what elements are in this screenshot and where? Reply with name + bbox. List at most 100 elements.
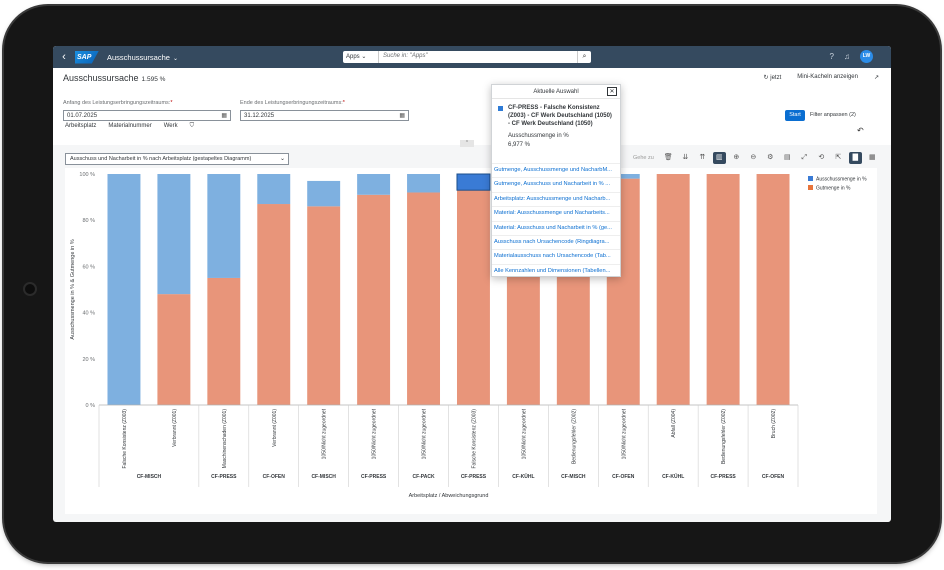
bar-ausschussmenge (407, 174, 441, 193)
page-title-text: Ausschussursache (63, 73, 139, 83)
back-icon[interactable]: ‹ (62, 51, 66, 63)
legend-toggle-icon[interactable]: ▥ (712, 152, 726, 164)
table-view-icon[interactable]: ▦ (868, 154, 876, 161)
chevron-down-icon: ⌄ (279, 156, 285, 162)
help-icon[interactable]: ? (829, 52, 834, 61)
calendar-icon[interactable]: ▦ (221, 113, 227, 119)
x-group-label: CF-PRESS (710, 474, 736, 480)
y-tick-label: 20 % (82, 357, 95, 363)
x-group-label: CF-PRESS (461, 474, 487, 480)
nav-link[interactable]: Gutmenge, Ausschuss und Nacharbeit in % … (492, 177, 620, 191)
popover-header: Aktuelle Auswahl ✕ (492, 85, 620, 99)
y-tick-label: 100 % (79, 172, 95, 178)
avatar[interactable]: LW (860, 50, 873, 63)
bar-ausschussmenge (606, 174, 640, 179)
x-group-label: CF-MISCH (561, 474, 586, 480)
y-axis-title: Ausschussmenge in % & Gutmenge in % (70, 239, 76, 339)
settings-icon[interactable]: ⚙ (767, 154, 774, 161)
details-icon[interactable]: ⇱ (835, 154, 842, 161)
reset-icon[interactable]: ⟲ (818, 154, 825, 161)
bar-gutmenge (307, 206, 341, 405)
nav-link[interactable]: Alle Kennzahlen und Dimensionen (Tabelle… (492, 263, 620, 278)
y-tick-label: 40 % (82, 311, 95, 317)
x-tick-label: Bedienungsfehler (Z002) (721, 409, 727, 464)
bar-ausschussmenge (257, 174, 291, 205)
zoom-out-icon[interactable]: ⊖ (750, 154, 757, 161)
zoom-in-icon[interactable]: ⊕ (733, 154, 740, 161)
shell-actions: ? ♫ LW (830, 50, 873, 63)
goto-button[interactable]: Gehe zu (633, 155, 654, 161)
nav-link[interactable]: Materialausschuss nach Ursachencode (Tab… (492, 249, 620, 263)
bar-gutmenge (207, 277, 241, 405)
collapse-header-icon[interactable]: ⌃ (460, 140, 474, 147)
nav-link[interactable]: Gutmenge, Ausschussmenge und NacharbM... (492, 163, 620, 177)
header-actions: ↻ jetzt Mini-Kacheln anzeigen ↗ (764, 74, 879, 81)
bar-gutmenge (706, 174, 740, 405)
chart-view-value: Ausschuss und Nacharbeit in % nach Arbei… (70, 156, 252, 162)
bar-gutmenge (656, 174, 690, 405)
nav-link[interactable]: Arbeitsplatz: Ausschussmenge und Nacharb… (492, 191, 620, 206)
stacked-bar-chart[interactable]: 0 % 20 % 40 % 60 % 80 % 100 % Ausschussmenge i… (65, 168, 877, 514)
undo-icon[interactable]: ↶ (857, 126, 864, 135)
x-axis-title: Arbeitsplatz / Abweichungsgrund (409, 493, 489, 499)
nav-link[interactable]: Ausschuss nach Ursachencode (Ringdiagra.… (492, 234, 620, 249)
adapt-filters-button[interactable]: Filter anpassen (2) (810, 112, 856, 118)
x-tick-label: Falsche Konsistenz (Z003) (122, 409, 128, 469)
chart-view-select[interactable]: Ausschuss und Nacharbeit in % nach Arbei… (65, 153, 289, 165)
search-bar: Apps ⌄ Suche in: "Apps" ⌕ (343, 51, 591, 63)
filter-material[interactable]: Materialnummer (108, 123, 152, 129)
chart-view-icon[interactable]: ▇ (848, 152, 862, 164)
end-date-value: 31.12.2025 (244, 113, 275, 119)
x-group-label: CF-KÜHL (512, 473, 534, 480)
x-group-label: CF-MISCH (311, 474, 336, 480)
close-icon[interactable]: ✕ (607, 87, 617, 96)
chart-panel: 0 % 20 % 40 % 60 % 80 % 100 % Ausschussmenge i… (65, 168, 877, 514)
x-tick-label: Bruch (Z002) (771, 409, 777, 439)
search-scope-select[interactable]: Apps ⌄ (343, 51, 379, 63)
show-mini-tiles-link[interactable]: Mini-Kacheln anzeigen (797, 74, 858, 80)
drill-up-icon[interactable]: ⇈ (699, 154, 706, 161)
drill-down-icon[interactable]: ⇊ (682, 154, 689, 161)
delete-icon[interactable]: 🗑 (663, 154, 673, 161)
nav-link[interactable]: Material: Ausschuss und Nacharbeit in % … (492, 220, 620, 235)
start-date-value: 01.07.2025 (67, 113, 98, 119)
refresh-now-label: jetzt (770, 75, 782, 81)
chevron-down-icon: ⌄ (172, 55, 178, 62)
filter-plant[interactable]: Werk (163, 123, 178, 129)
x-group-label: CF-OFEN (612, 474, 635, 480)
bar-gutmenge (357, 194, 391, 405)
fullscreen-icon[interactable]: ⤢ (801, 154, 808, 161)
legend-swatch (808, 176, 813, 181)
x-group-label: CF-MISCH (137, 474, 162, 480)
bar-ausschussmenge (307, 180, 341, 207)
notification-bell-icon[interactable]: ♫ (844, 52, 850, 61)
filter-funnel-icon[interactable]: ⛉ (189, 123, 195, 129)
x-tick-label: Verbrannt (Z001) (172, 409, 178, 447)
selection-title: CF-PRESS - Falsche Konsistenz (Z003) - C… (508, 105, 612, 127)
legend-label: Ausschussmenge in % (816, 177, 867, 183)
chart-type-icon[interactable]: ▤ (783, 154, 791, 161)
popover-title: Aktuelle Auswahl (533, 89, 579, 95)
search-icon[interactable]: ⌕ (577, 51, 591, 63)
x-group-label: CF-OFEN (762, 474, 785, 480)
nav-link[interactable]: Material: Ausschussmenge und Nacharbeits… (492, 206, 620, 220)
sap-logo[interactable]: SAP (75, 50, 99, 64)
chevron-down-icon: ⌄ (361, 54, 367, 60)
share-icon[interactable]: ↗ (873, 75, 879, 81)
search-input[interactable]: Suche in: "Apps" (379, 51, 577, 63)
x-group-label: CF-OFEN (263, 474, 286, 480)
refresh-now-link[interactable]: ↻ jetzt (764, 74, 782, 81)
start-date-field[interactable]: 01.07.2025 ▦ (63, 110, 231, 121)
calendar-icon[interactable]: ▦ (399, 113, 405, 119)
screen: ‹ SAP Ausschussursache ⌄ Apps ⌄ Suche in:… (53, 46, 891, 522)
selection-value: 6,977 % (508, 142, 531, 148)
end-date-field[interactable]: 31.12.2025 ▦ (240, 110, 409, 121)
bar-gutmenge (257, 204, 291, 405)
bar-ausschussmenge (157, 174, 191, 295)
start-button[interactable]: Start (785, 110, 805, 121)
app-title-text: Ausschussursache (107, 52, 170, 62)
x-tick-label: Verbrannt (Z001) (272, 409, 278, 447)
app-title-menu[interactable]: Ausschussursache ⌄ (107, 53, 178, 62)
filter-workcenter[interactable]: Arbeitsplatz (65, 123, 97, 129)
bar-gutmenge (407, 192, 441, 405)
